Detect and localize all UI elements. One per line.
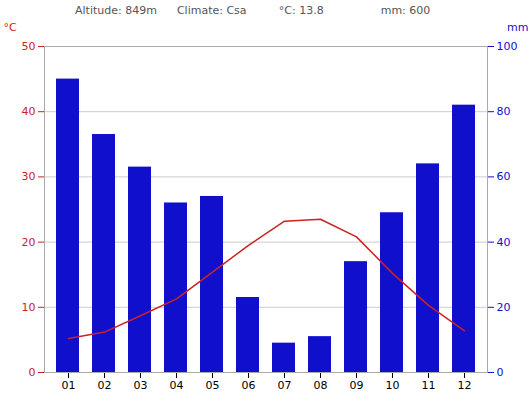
svg-text:04: 04 xyxy=(170,379,184,392)
svg-text:12: 12 xyxy=(458,379,472,392)
svg-text:03: 03 xyxy=(134,379,148,392)
svg-text:20: 20 xyxy=(497,301,511,314)
svg-text:20: 20 xyxy=(22,236,36,249)
svg-text:40: 40 xyxy=(497,236,511,249)
svg-text:07: 07 xyxy=(278,379,292,392)
svg-text:mm: mm xyxy=(507,21,528,34)
svg-text:05: 05 xyxy=(206,379,220,392)
svg-text:0: 0 xyxy=(29,366,36,379)
svg-text:01: 01 xyxy=(62,379,76,392)
svg-text:°C: °C xyxy=(4,21,18,34)
svg-text:40: 40 xyxy=(22,105,36,118)
svg-text:50: 50 xyxy=(22,40,36,53)
svg-text:09: 09 xyxy=(350,379,364,392)
svg-text:02: 02 xyxy=(98,379,112,392)
svg-text:08: 08 xyxy=(314,379,328,392)
svg-text:30: 30 xyxy=(22,170,36,183)
svg-text:60: 60 xyxy=(497,170,511,183)
svg-text:06: 06 xyxy=(242,379,256,392)
html-text:°C: 13.8: °C: 13.8 xyxy=(278,4,324,17)
svg-text:11: 11 xyxy=(422,379,436,392)
svg-text:80: 80 xyxy=(497,105,511,118)
svg-text:0: 0 xyxy=(497,366,504,379)
svg-text:100: 100 xyxy=(497,40,518,53)
html-text:mm: 600: mm: 600 xyxy=(380,4,431,17)
html-text:Altitude: 849m: Altitude: 849m xyxy=(75,4,157,17)
svg-text:10: 10 xyxy=(22,301,36,314)
html-text:Climate: Csa: Climate: Csa xyxy=(176,4,247,17)
svg-text:10: 10 xyxy=(386,379,400,392)
